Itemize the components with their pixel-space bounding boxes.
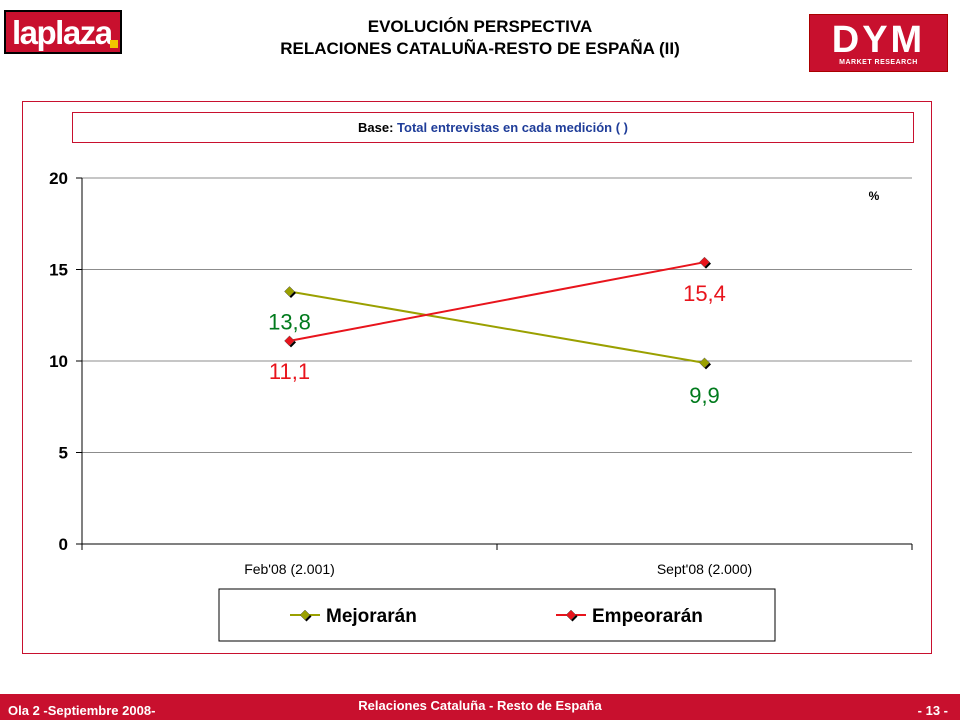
title-line-2: RELACIONES CATALUÑA-RESTO DE ESPAÑA (II) — [280, 39, 680, 58]
base-value: Total entrevistas en cada medición ( ) — [397, 120, 628, 135]
y-tick-label: 0 — [59, 535, 68, 554]
axes — [81, 178, 913, 550]
y-tick-label: 15 — [49, 261, 68, 280]
legend-marker — [565, 609, 577, 621]
laplaza-logo: laplaza — [4, 10, 122, 54]
series-lines — [284, 256, 711, 370]
x-tick-label: Feb'08 (2.001) — [244, 561, 335, 577]
y-tick-labels: 0 5 10 15 20 — [49, 169, 68, 554]
legend-label: Mejorarán — [326, 606, 417, 627]
series-line-0 — [289, 290, 705, 364]
base-box: Base: Total entrevistas en cada medición… — [72, 112, 914, 143]
page-number: - 13 - — [917, 703, 948, 718]
chart-frame — [22, 101, 932, 654]
y-tick-label: 5 — [59, 444, 68, 463]
footer-bar — [0, 694, 960, 720]
unit-label: % — [869, 189, 880, 203]
x-tick-labels: Feb'08 (2.001) Sept'08 (2.000) — [244, 561, 752, 577]
data-label: 15,4 — [683, 281, 726, 306]
dym-logo: DYM MARKET RESEARCH — [809, 14, 948, 72]
data-labels: 13,8 9,9 11,1 15,4 — [268, 281, 726, 408]
laplaza-logo-text: laplaza — [12, 13, 113, 51]
series-line-1 — [289, 261, 705, 342]
logo-dot — [110, 40, 118, 48]
footer-wave: Ola 2 -Septiembre 2008- — [8, 703, 156, 718]
legend: Mejorarán Empeorarán — [218, 588, 776, 642]
data-point-marker — [699, 256, 710, 268]
dym-logo-text: DYM — [831, 19, 926, 61]
x-tick-label: Sept'08 (2.000) — [657, 561, 752, 577]
data-point-marker — [284, 335, 295, 347]
dym-logo-subtext: MARKET RESEARCH — [839, 59, 918, 66]
data-label: 11,1 — [269, 359, 310, 384]
legend-marker — [299, 609, 311, 621]
page-title: EVOLUCIÓN PERSPECTIVA RELACIONES CATALUÑ… — [190, 16, 770, 60]
data-point-marker — [699, 357, 710, 369]
grid-lines — [76, 177, 912, 545]
data-label: 13,8 — [268, 309, 311, 334]
footer-topic: Relaciones Cataluña - Resto de España — [358, 698, 602, 713]
data-point-marker — [284, 286, 295, 297]
y-tick-label: 20 — [49, 169, 68, 188]
data-label: 9,9 — [689, 383, 720, 408]
title-line-1: EVOLUCIÓN PERSPECTIVA — [367, 17, 593, 36]
base-label: Base: — [358, 120, 394, 135]
y-tick-label: 10 — [49, 352, 68, 371]
legend-label: Empeorarán — [592, 606, 703, 627]
